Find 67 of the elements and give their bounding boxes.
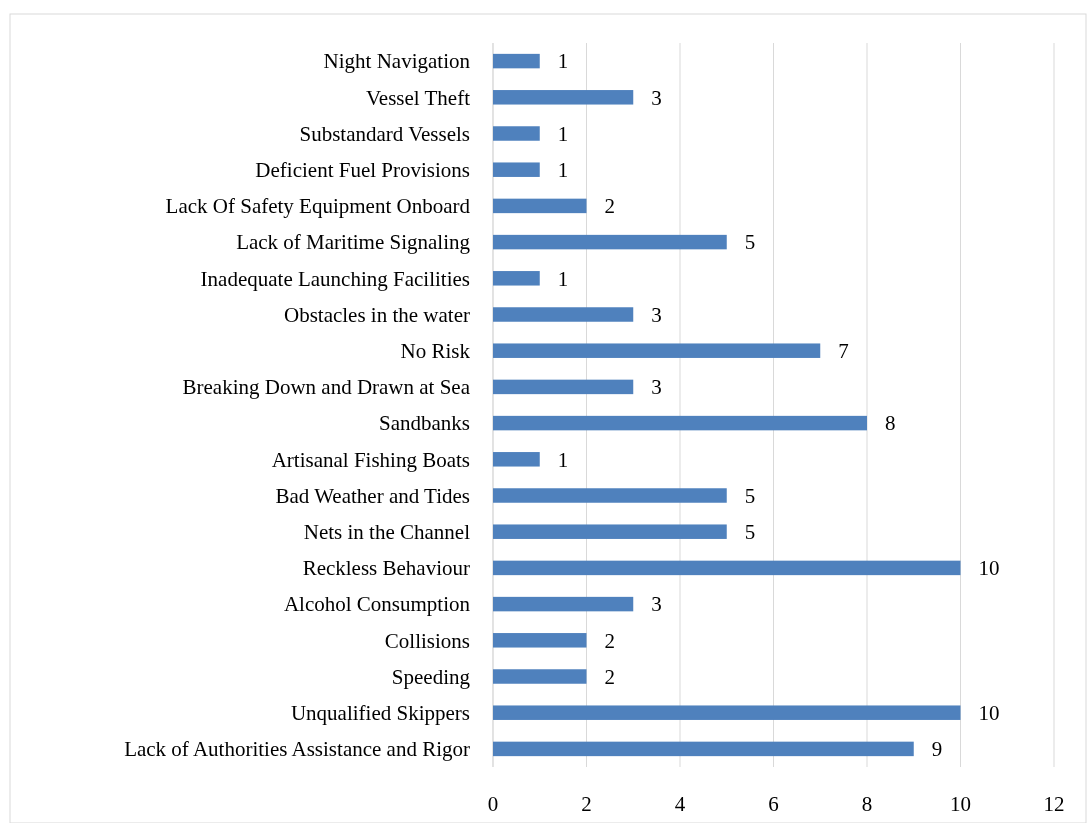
bar <box>493 90 634 105</box>
y-tick-label: Vessel Theft <box>365 85 471 110</box>
data-label: 3 <box>651 302 662 327</box>
y-tick-label: Collisions <box>384 628 470 653</box>
bar <box>493 126 540 141</box>
bar <box>493 307 634 322</box>
x-tick-label: 6 <box>768 792 779 816</box>
bar <box>493 705 961 720</box>
bar <box>493 234 727 250</box>
y-tick-label: Lack Of Safety Equipment Onboard <box>165 194 471 219</box>
data-label: 10 <box>978 556 1000 581</box>
bar <box>493 669 587 684</box>
y-tick-label: Artisanal Fishing Boats <box>271 447 470 472</box>
y-tick-label: Bad Weather and Tides <box>275 483 470 508</box>
data-label: 3 <box>651 592 662 617</box>
bar <box>493 271 540 286</box>
x-tick-label: 8 <box>861 792 873 816</box>
bar <box>493 379 634 395</box>
y-tick-label: Inadequate Launching Facilities <box>200 266 470 291</box>
y-tick-label: Obstacles in the water <box>283 302 470 327</box>
y-tick-label: Lack of Maritime Signaling <box>236 230 471 255</box>
x-tick-label: 2 <box>581 792 592 816</box>
bar <box>493 53 540 69</box>
data-label: 3 <box>651 375 662 400</box>
y-tick-label: Reckless Behaviour <box>302 556 471 581</box>
data-label: 8 <box>885 411 896 436</box>
data-label: 5 <box>744 520 756 545</box>
bar <box>493 343 821 358</box>
data-label: 1 <box>557 121 569 146</box>
y-tick-label: Unqualified Skippers <box>290 701 470 726</box>
data-label: 1 <box>557 447 569 472</box>
data-label: 3 <box>651 85 662 110</box>
bar <box>493 596 634 612</box>
x-tick-label: 12 <box>1043 792 1065 816</box>
y-tick-label: Sandbanks <box>379 411 470 436</box>
x-tick-label: 10 <box>950 792 971 816</box>
data-label: 5 <box>744 483 756 508</box>
data-label: 2 <box>604 628 615 653</box>
bar <box>493 524 727 539</box>
data-label: 1 <box>557 266 569 291</box>
y-tick-label: Lack of Authorities Assistance and Rigor <box>124 737 470 762</box>
data-label: 7 <box>838 339 849 364</box>
data-label: 5 <box>744 230 756 255</box>
x-tick-label: 0 <box>487 792 499 816</box>
y-tick-label: Nets in the Channel <box>303 520 471 545</box>
bar <box>493 560 961 576</box>
bar <box>493 741 914 757</box>
x-tick-label: 4 <box>674 792 686 816</box>
data-label: 1 <box>557 158 569 183</box>
y-tick-label: Speeding <box>391 664 471 689</box>
bar <box>493 198 587 214</box>
bar <box>493 633 587 648</box>
bar <box>493 162 540 177</box>
y-tick-label: Substandard Vessels <box>299 121 470 146</box>
data-label: 9 <box>931 737 943 762</box>
data-label: 10 <box>978 701 1000 726</box>
y-tick-label: No Risk <box>400 339 471 364</box>
data-label: 2 <box>604 664 615 689</box>
bar <box>493 452 540 467</box>
y-tick-label: Alcohol Consumption <box>283 592 471 617</box>
y-tick-label: Deficient Fuel Provisions <box>255 158 470 183</box>
data-label: 2 <box>604 194 615 219</box>
data-label: 1 <box>557 49 569 74</box>
bar <box>493 415 867 431</box>
y-tick-label: Breaking Down and Drawn at Sea <box>182 375 471 400</box>
y-tick-label: Night Navigation <box>323 49 471 74</box>
bar <box>493 488 727 503</box>
